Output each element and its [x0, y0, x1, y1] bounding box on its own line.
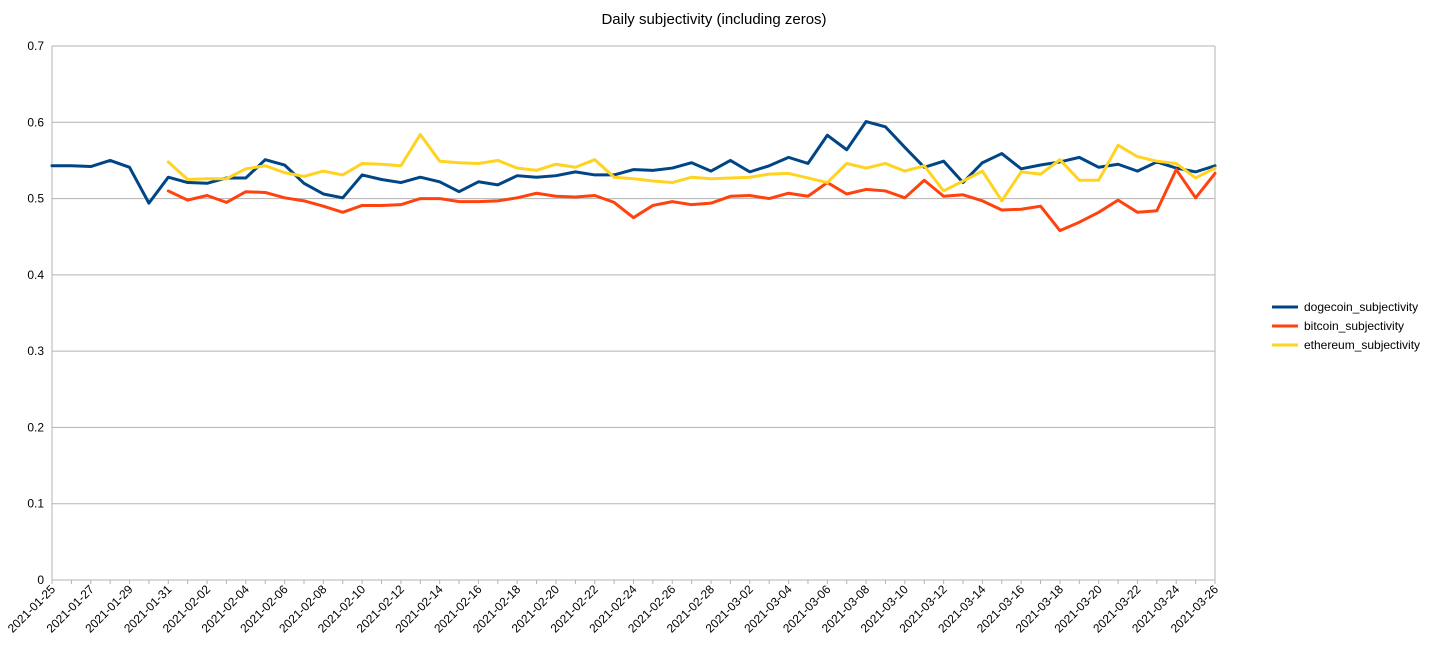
y-tick-labels: 0 0.1 0.2 0.3 0.4 0.5 0.6 0.7	[27, 39, 44, 587]
y-tick-label: 0.4	[27, 268, 44, 282]
legend-label-ethereum_subjectivity: ethereum_subjectivity	[1304, 338, 1420, 352]
axes	[51, 46, 1216, 584]
legend-label-bitcoin_subjectivity: bitcoin_subjectivity	[1304, 319, 1404, 333]
legend: dogecoin_subjectivity bitcoin_subjectivit…	[1272, 300, 1420, 352]
y-tick-label: 0.7	[27, 39, 44, 53]
series-lines	[50, 120, 1217, 233]
y-tick-label: 0.1	[27, 497, 44, 511]
y-tick-label: 0.5	[27, 192, 44, 206]
y-tick-label: 0.2	[27, 420, 44, 434]
x-tick-labels: 2021-01-252021-01-272021-01-292021-01-31…	[5, 582, 1222, 636]
ethereum_subjectivity-line	[166, 132, 1217, 203]
y-tick-label: 0	[37, 573, 44, 587]
y-tick-label: 0.3	[27, 344, 44, 358]
bitcoin_subjectivity-line	[166, 168, 1217, 233]
grid-lines	[52, 45, 1215, 505]
dogecoin_subjectivity-line	[50, 120, 1217, 205]
y-tick-label: 0.6	[27, 115, 44, 129]
chart-title: Daily subjectivity (including zeros)	[601, 11, 826, 28]
legend-label-dogecoin_subjectivity: dogecoin_subjectivity	[1304, 300, 1418, 314]
